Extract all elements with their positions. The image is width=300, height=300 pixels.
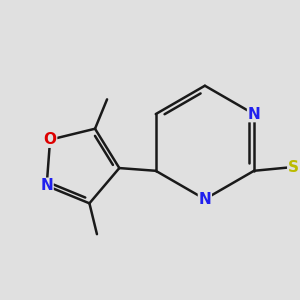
Text: S: S xyxy=(288,160,299,175)
Text: N: N xyxy=(199,192,211,207)
Text: N: N xyxy=(40,178,53,193)
Text: N: N xyxy=(248,106,260,122)
Text: O: O xyxy=(44,132,57,147)
